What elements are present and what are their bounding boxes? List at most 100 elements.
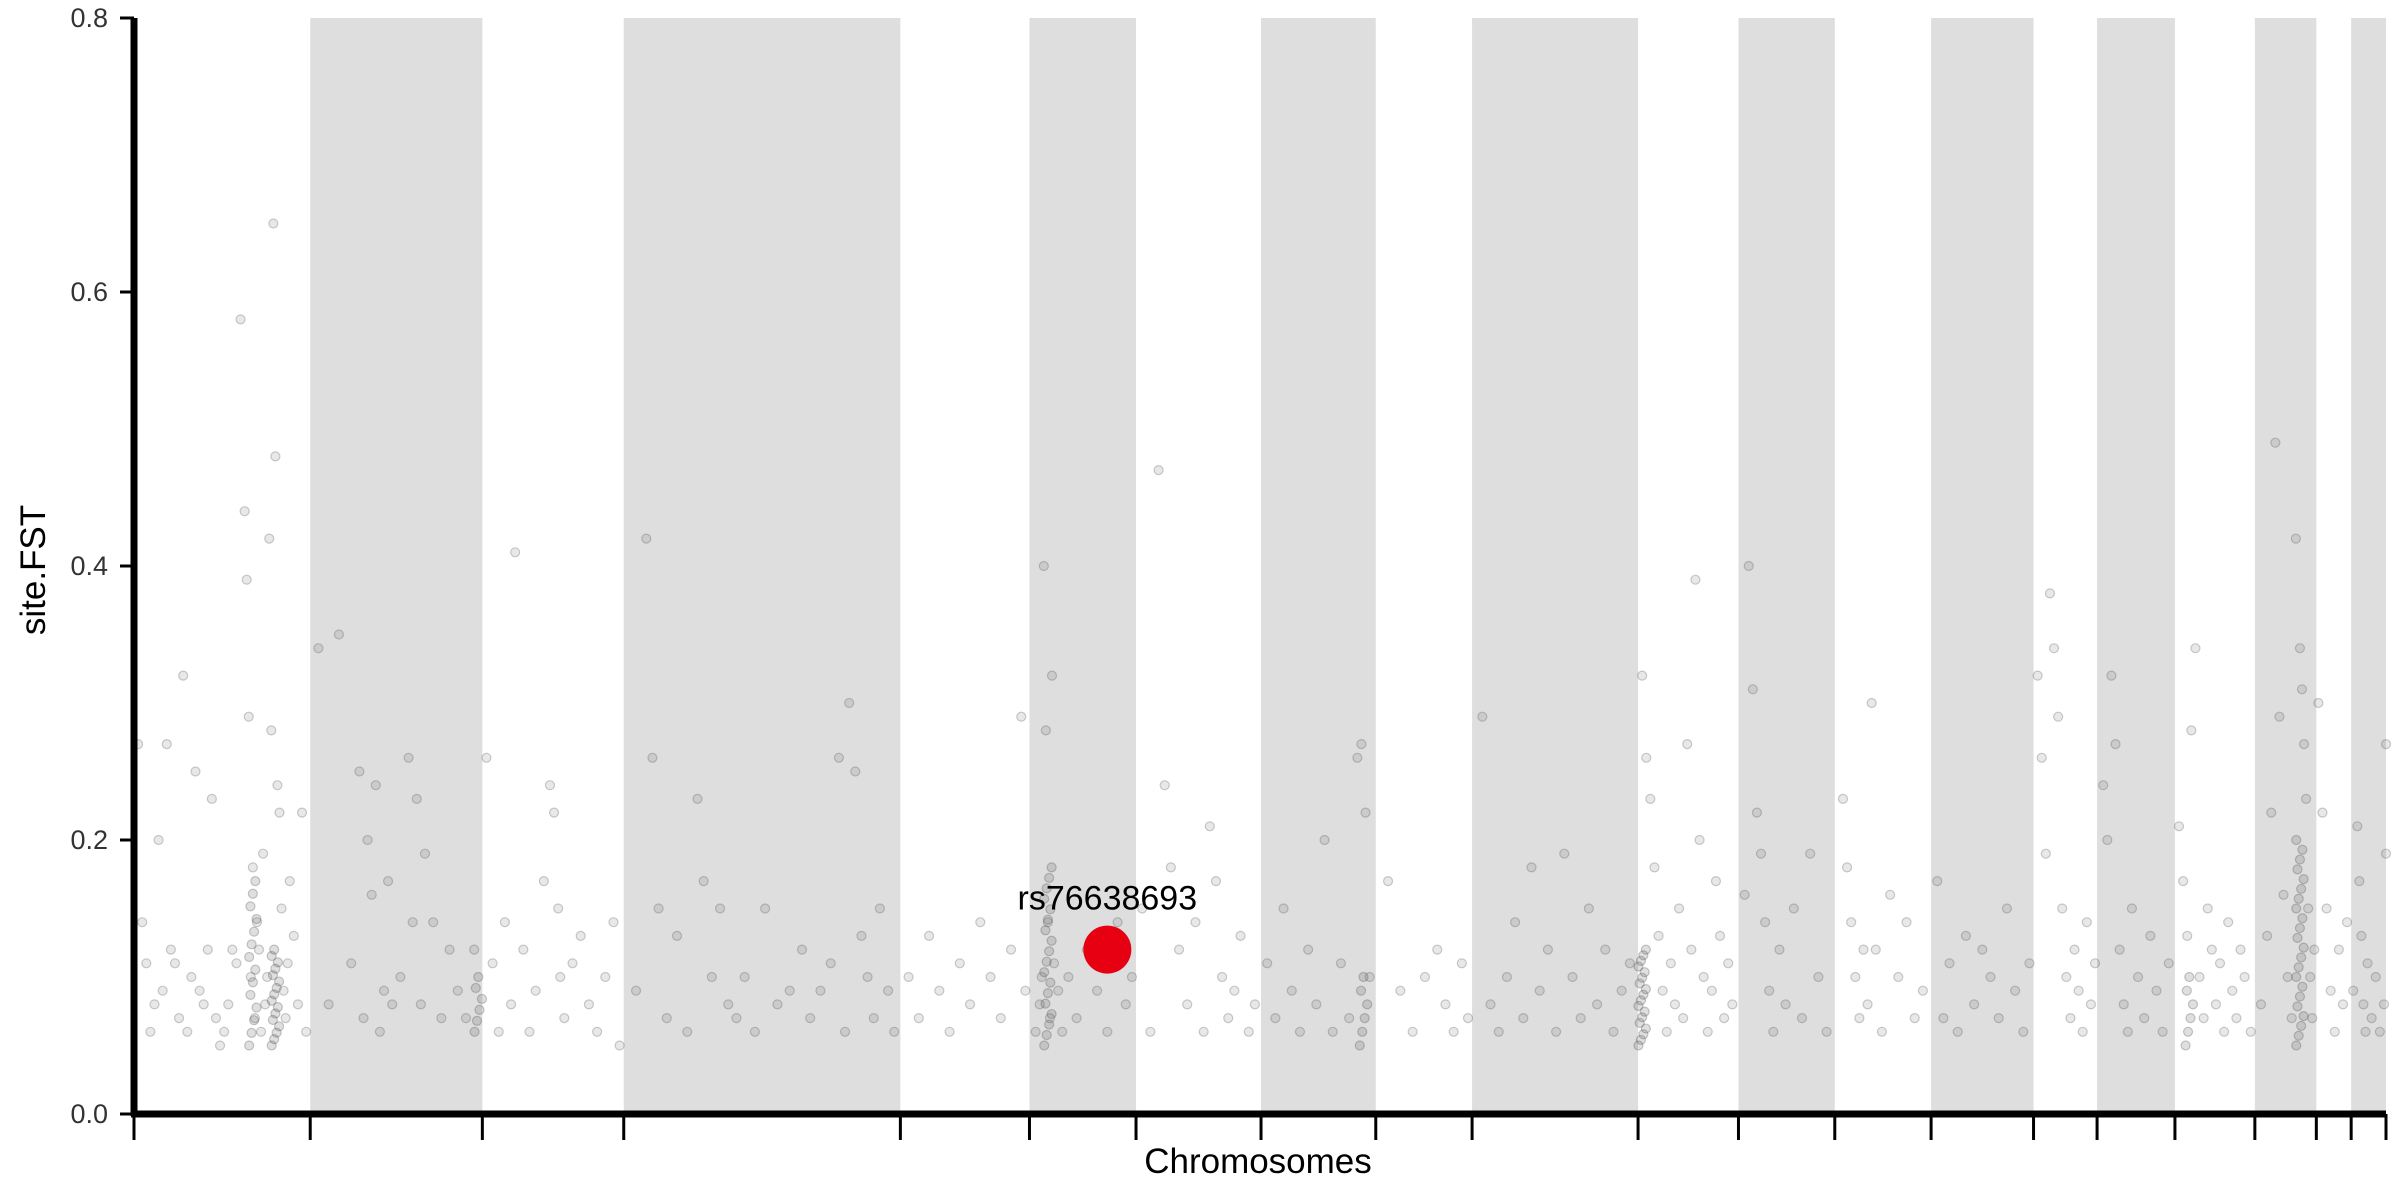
data-point [1993,1012,2004,1024]
data-point [1216,971,1228,983]
data-point [2380,738,2392,750]
data-point [2270,437,2281,448]
data-point [2110,738,2121,750]
data-point [1294,1026,1306,1037]
data-point [2214,958,2226,969]
data-point [2307,1012,2318,1024]
data-point [1638,989,1649,1000]
data-point [934,985,945,996]
data-point [481,752,492,763]
data-point [555,971,566,983]
data-point [354,766,365,777]
highlight-point [1083,925,1132,974]
data-point [1661,1026,1672,1037]
data-point [2057,903,2068,914]
data-point [273,1021,285,1032]
data-point [1344,1012,1355,1024]
chromosome-band-20 [2351,18,2386,1114]
data-point [2296,1020,2307,1032]
y-axis-ticks: 0.0 0.2 0.4 0.6 0.8 [70,3,134,1129]
data-point [284,875,295,887]
data-point [1876,1026,1888,1037]
data-point [1969,999,1980,1010]
data-point [1633,1040,1644,1051]
data-point [1870,944,1881,955]
data-point [2085,999,2097,1010]
data-point [2294,854,2306,865]
data-point [698,875,709,887]
data-point [247,977,258,988]
data-point [296,807,308,818]
data-point [1229,985,1240,996]
data-point [923,930,935,942]
data-point [2374,1026,2385,1037]
data-point [1020,985,1031,996]
data-point [2294,922,2306,934]
data-point [1235,930,1246,942]
data-point [1270,1012,1281,1024]
data-point [268,218,279,229]
data-point [253,944,265,955]
chromosome-band-16 [2097,18,2175,1114]
data-point [1278,903,1289,914]
data-point [2266,807,2277,818]
data-point [270,1008,281,1019]
data-point [2298,1011,2309,1022]
data-point [358,1012,369,1024]
data-point [1005,944,1017,955]
data-point [1624,958,1635,969]
data-point [1041,883,1052,894]
data-point [469,944,480,955]
data-point [395,971,406,983]
data-point [903,971,914,983]
data-point [1360,807,1371,818]
data-point [1796,1012,1808,1024]
data-point [1039,893,1050,904]
data-point [153,834,164,846]
data-point [2187,999,2199,1010]
data-point [1041,956,1052,967]
data-point [245,971,256,983]
data-point [2329,1026,2340,1037]
data-point [2298,942,2309,953]
data-point [2145,930,2156,942]
data-point [2178,875,2189,887]
data-point [419,848,431,859]
data-point [692,793,703,805]
data-point [723,999,734,1010]
data-point [202,944,213,955]
data-point [1649,862,1660,873]
data-point [1960,930,1972,942]
data-point [1686,944,1697,955]
data-point [1046,1008,1057,1020]
data-point [273,976,285,987]
data-point [288,930,299,942]
data-point [1640,944,1651,955]
data-point [387,999,398,1010]
data-point [1637,1012,1648,1023]
data-point [2036,752,2047,763]
data-point [1635,995,1647,1006]
data-point [2293,893,2304,904]
data-point [1145,1026,1156,1037]
data-point [1044,872,1055,883]
data-point [1044,1012,1056,1024]
data-point [1526,862,1537,873]
data-point [346,958,357,969]
data-point [415,999,426,1010]
data-point [1764,985,1775,996]
data-point [1841,862,1853,873]
data-point [239,506,250,517]
chromosome-band-2 [310,18,483,1114]
data-point [247,888,258,899]
data-point [1866,697,1877,709]
data-point [2126,903,2138,914]
data-point [1637,972,1648,983]
x-axis-title: Chromosomes [1144,1142,1372,1181]
data-point [538,875,549,887]
data-point [267,1014,279,1026]
data-point [2061,971,2072,983]
data-point [1706,985,1717,996]
data-point [2274,711,2285,722]
